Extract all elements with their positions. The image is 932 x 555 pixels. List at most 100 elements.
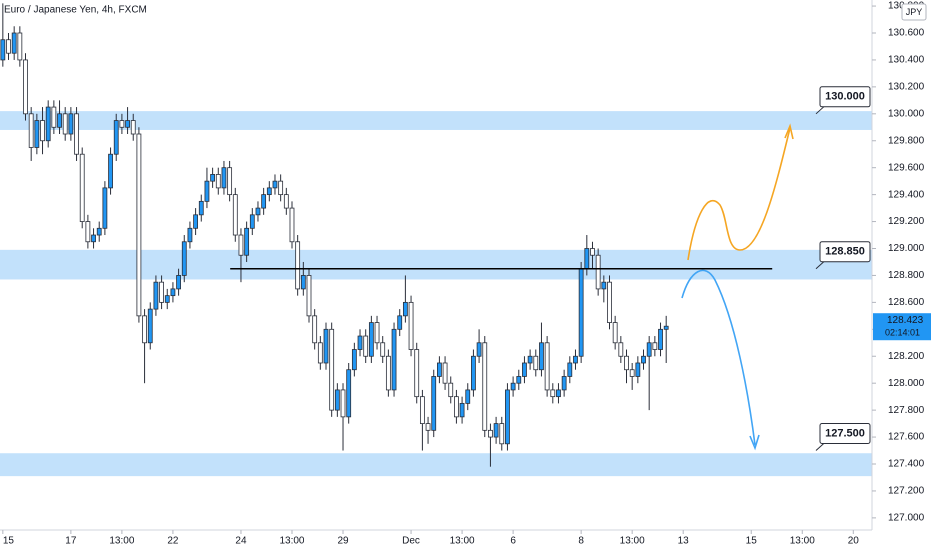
candle-body [261,194,267,209]
candle-body [198,200,204,216]
candle-body [34,120,40,148]
candle-body [108,153,113,189]
candle-body [300,275,306,290]
candle-body [62,113,68,135]
last-price-box [873,313,931,341]
candle-body [488,429,493,438]
candle-body [119,120,125,128]
candle-body [40,120,45,142]
candle-body [289,207,295,243]
candle-body [539,342,544,371]
x-tick-label: Dec [402,536,420,547]
candle-body [57,113,62,128]
candle-body [334,389,340,411]
candle-body [471,355,476,391]
candle-body [567,362,573,377]
candle-body [402,301,408,317]
overlay: 130.000 128.850 127.500 [230,86,871,451]
candle-body [652,342,658,350]
x-tick-label: 22 [167,536,179,547]
y-tick-label: 127.600 [888,432,925,443]
candle-body [11,32,17,54]
level-label: 128.850 [825,246,865,258]
candle-body [317,342,323,364]
candle-body [357,335,363,350]
x-tick-label: 20 [848,536,860,547]
candle-body [238,234,244,256]
y-tick-label: 130.000 [888,108,925,119]
candle-body [646,342,652,357]
candle-body [204,180,210,202]
candle-body [556,389,561,398]
candle-body [499,423,505,445]
candle-body [454,396,459,418]
x-tick-label: 29 [337,536,349,547]
x-tick-label: 13:00 [620,536,645,547]
candle-body [306,275,312,317]
candle-body [323,328,329,364]
candle-body [437,362,442,377]
level-label: 130.000 [825,91,865,103]
candle-body [91,234,96,243]
y-tick-label: 129.200 [888,216,925,227]
x-tick-label: 13:00 [109,536,134,547]
zone [0,453,872,477]
candle-body [232,194,238,236]
candle-body [266,187,272,196]
y-tick-label: 127.200 [888,486,925,497]
candle-body [68,113,74,135]
candles [0,3,669,467]
candle-body [476,342,482,357]
candle-body [505,389,510,445]
candle-body [147,308,153,344]
candle-body [255,207,261,216]
bullish-path [687,127,791,261]
x-tick-label: 15 [746,536,758,547]
currency: JPY [906,7,923,17]
candle-body [408,301,414,350]
y-tick-label: 129.800 [888,135,925,146]
candle-body [351,349,357,371]
y-tick-label: 129.600 [888,162,925,173]
last-price-label: 128.423 [887,315,924,326]
zone [0,111,872,130]
candle-body [374,322,380,344]
y-tick-label: 130.200 [888,82,925,93]
candle-body [130,120,136,135]
zone [0,249,872,280]
candle-body [187,227,193,243]
candle-body [193,214,199,229]
candle-body [346,369,352,418]
candle-body [51,106,57,128]
bearish-path [681,269,756,446]
candle-body [618,342,624,357]
candle-body [102,187,108,229]
candle-body [244,227,250,256]
candle-body [635,362,641,377]
candle-body [142,315,147,344]
y-tick-label: 128.800 [888,270,925,281]
x-tick-label: 8 [578,536,584,547]
candle-body [601,281,607,290]
candle-body [624,355,629,371]
candle-body [385,355,391,391]
candle-body [641,355,646,364]
level-label: 127.500 [825,427,865,439]
candle-body [249,214,255,229]
candle-body [380,342,386,357]
candle-body [431,376,437,431]
candle-body [425,423,431,431]
y-tick-label: 128.200 [888,351,925,362]
candle-body [176,275,181,290]
currency-box [901,3,927,21]
y-tick-label: 127.000 [888,513,925,524]
candle-body [510,382,516,391]
candle-body [414,349,420,398]
y-tick-label: 128.000 [888,378,925,389]
candle-body [363,335,369,357]
candle-body [74,113,79,155]
bearish-arrowhead [749,434,760,451]
candle-body [272,180,278,189]
candle-body [522,362,527,377]
